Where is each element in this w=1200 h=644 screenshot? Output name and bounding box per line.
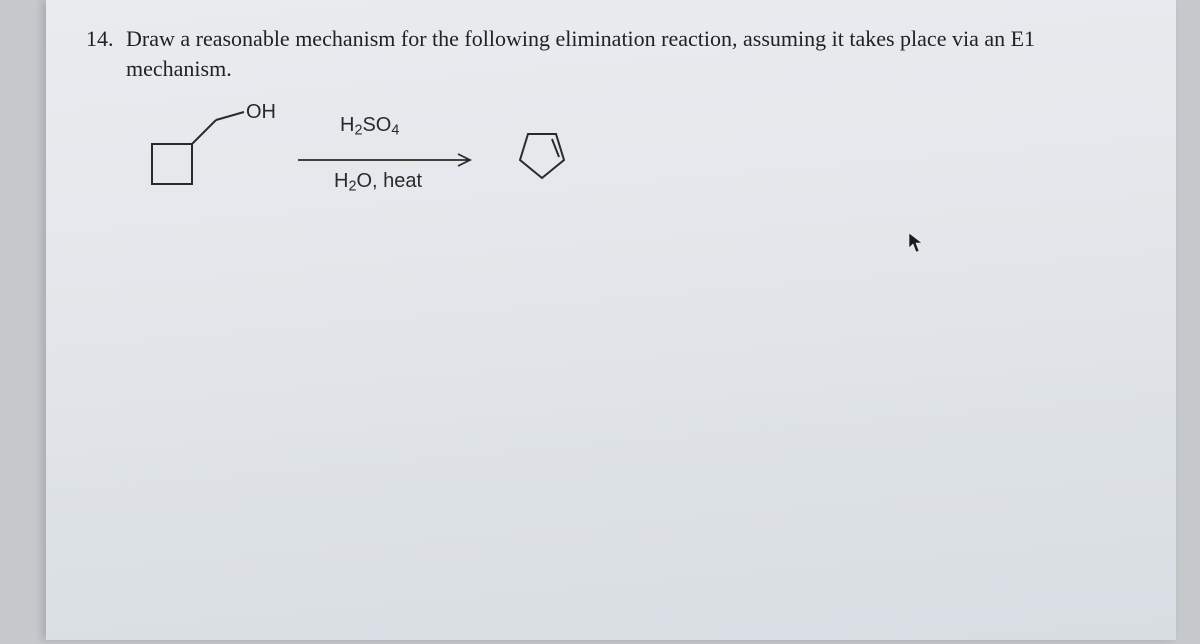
problem-block: 14. Draw a reasonable mechanism for the … [86,24,1136,83]
mouse-cursor-icon [908,232,924,254]
reaction-scheme: OH H2SO4 H2O, heat [122,98,602,238]
reagent-top-h: H [340,114,354,136]
page-sheet: 14. Draw a reasonable mechanism for the … [46,0,1176,640]
problem-line-1: Draw a reasonable mechanism for the foll… [126,26,1035,51]
reagent-bottom: H2O, heat [334,170,422,195]
problem-number: 14. [86,24,114,54]
reagent-bot-h: H [334,170,348,192]
reagent-bot-rest: O, heat [356,170,422,192]
oh-label: OH [246,101,276,123]
problem-line-2: mechanism. [126,56,232,81]
reagent-top: H2SO4 [340,114,399,139]
reactant-structure: OH [122,98,282,208]
product-structure [502,120,582,200]
problem-text: Draw a reasonable mechanism for the foll… [126,24,1136,83]
reaction-arrow-icon [298,150,478,170]
reagent-top-so: SO [362,114,391,136]
reagent-top-sub2: 4 [391,123,399,139]
